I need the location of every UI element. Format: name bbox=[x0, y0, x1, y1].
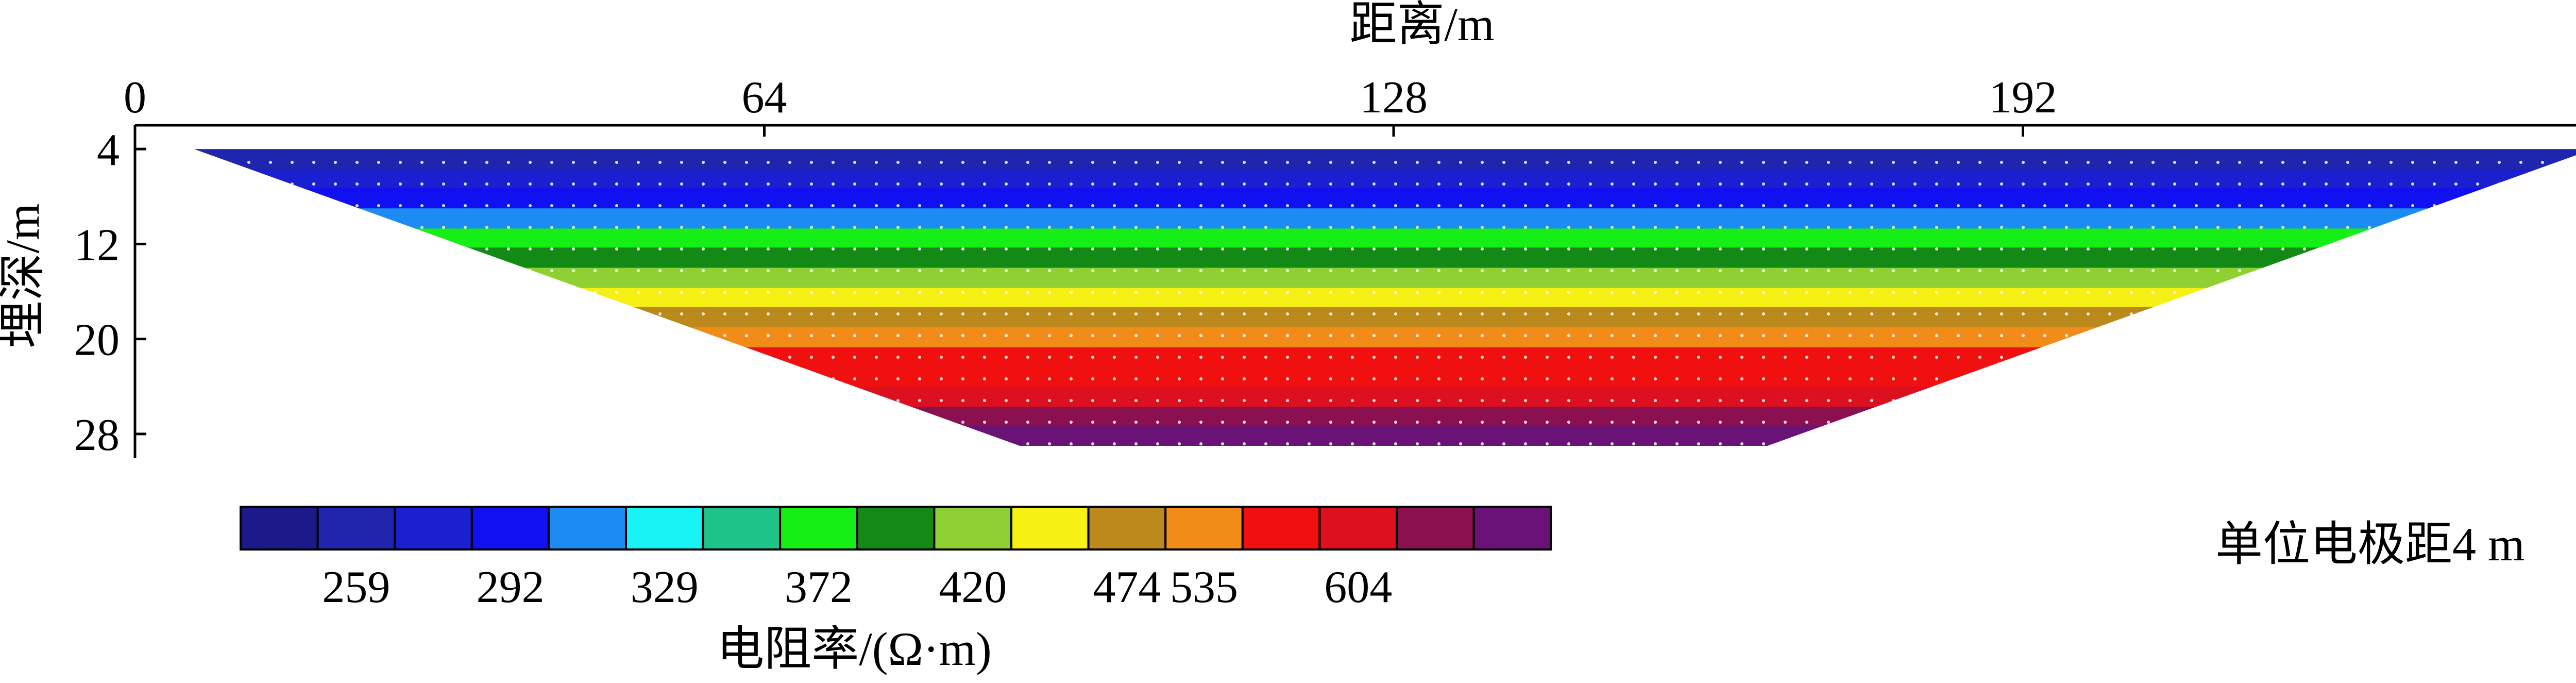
colorbar-box-5 bbox=[548, 506, 628, 551]
colorbar-box-6 bbox=[625, 506, 704, 551]
colorbar-tick-label: 329 bbox=[631, 562, 699, 612]
colorbar-box-12 bbox=[1087, 506, 1167, 551]
data-point-overlay bbox=[194, 149, 2576, 446]
colorbar-box-13 bbox=[1164, 506, 1244, 551]
colorbar-tick-label: 420 bbox=[939, 562, 1007, 612]
axes: 0641281922564122028 bbox=[74, 73, 2576, 460]
colorbar-box-16 bbox=[1396, 506, 1475, 551]
colorbar-box-4 bbox=[470, 506, 550, 551]
x-tick-label: 192 bbox=[1989, 73, 2057, 123]
y-tick-label: 4 bbox=[97, 125, 120, 175]
colorbar-tick-label: 259 bbox=[322, 562, 390, 612]
colorbar-tick-label: 292 bbox=[477, 562, 545, 612]
colorbar-tick-label: 474 bbox=[1093, 562, 1161, 612]
colorbar-box-11 bbox=[1010, 506, 1090, 551]
colorbar-box-17 bbox=[1472, 506, 1552, 551]
x-tick-label: 0 bbox=[124, 73, 146, 123]
colorbar-box-15 bbox=[1318, 506, 1398, 551]
colorbar-box-8 bbox=[779, 506, 858, 551]
colorbar-label: 电阻率/(Ω·m) bbox=[717, 623, 991, 675]
y-tick-label: 20 bbox=[74, 315, 120, 365]
colorbar: 259 292 329 372 420 474 535 604 bbox=[240, 506, 1552, 612]
electrode-spacing-annotation: 单位电极距4 m bbox=[2215, 518, 2525, 571]
colorbar-box-1 bbox=[240, 506, 319, 551]
colorbar-tick-label: 372 bbox=[785, 562, 853, 612]
colorbar-tick-label: 535 bbox=[1170, 562, 1238, 612]
colorbar-box-10 bbox=[933, 506, 1013, 551]
colorbar-box-3 bbox=[394, 506, 473, 551]
x-axis-label: 距离/m bbox=[1349, 0, 1494, 51]
colorbar-box-7 bbox=[702, 506, 782, 551]
colorbar-box-14 bbox=[1241, 506, 1321, 551]
y-tick-label: 28 bbox=[74, 410, 120, 460]
x-tick-label: 64 bbox=[742, 73, 787, 123]
colorbar-box-9 bbox=[856, 506, 936, 551]
y-axis-label: 埋深/m bbox=[0, 203, 49, 348]
y-tick-label: 12 bbox=[74, 220, 120, 270]
x-tick-label: 128 bbox=[1360, 73, 1428, 123]
colorbar-box-2 bbox=[316, 506, 396, 551]
colorbar-tick-label: 604 bbox=[1324, 562, 1392, 612]
